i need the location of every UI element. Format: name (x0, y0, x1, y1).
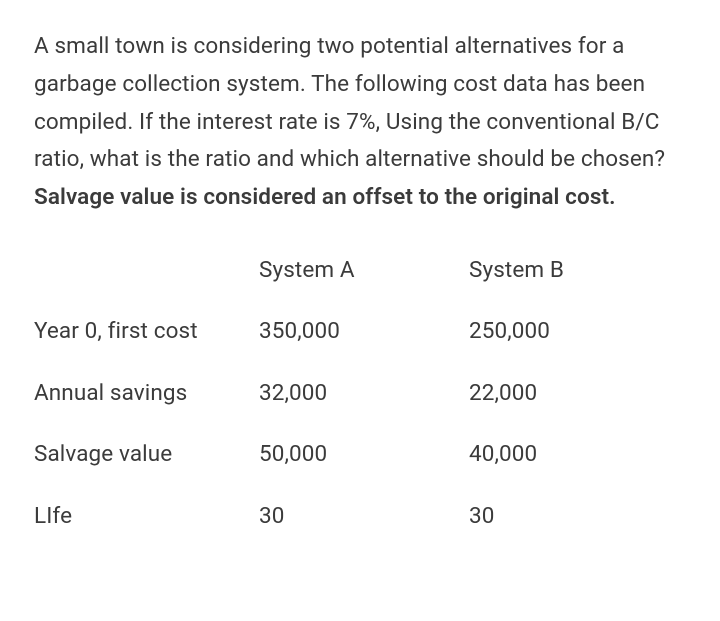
annual-savings-b: 22,000 (469, 378, 679, 410)
problem-text-bold: Salvage value is considered an offset to… (34, 184, 616, 210)
col-header-system-a: System A (259, 255, 469, 287)
salvage-value-b: 40,000 (469, 439, 679, 471)
col-header-system-b: System B (469, 255, 679, 287)
salvage-value-a: 50,000 (259, 439, 469, 471)
life-a: 30 (259, 501, 469, 533)
row-label-life: LIfe (34, 501, 259, 533)
cost-data-table: System A System B Year 0, first cost 350… (34, 255, 686, 533)
problem-statement: A small town is considering two potentia… (34, 28, 686, 217)
annual-savings-a: 32,000 (259, 378, 469, 410)
row-label-annual-savings: Annual savings (34, 378, 259, 410)
life-b: 30 (469, 501, 679, 533)
first-cost-a: 350,000 (259, 316, 469, 348)
first-cost-b: 250,000 (469, 316, 679, 348)
col-header-blank (34, 255, 259, 287)
problem-text-plain: A small town is considering two potentia… (34, 33, 665, 172)
row-label-first-cost: Year 0, first cost (34, 316, 259, 348)
row-label-salvage-value: Salvage value (34, 439, 259, 471)
